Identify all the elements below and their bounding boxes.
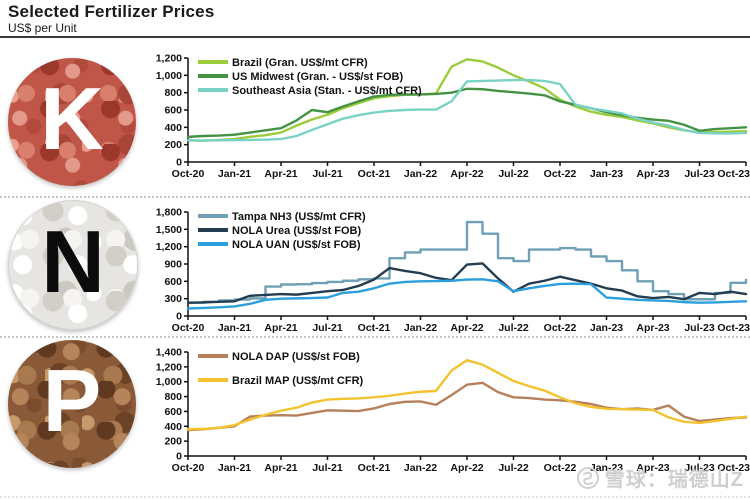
row-separator: [0, 196, 750, 198]
nitrogen-price-chart: 0 300 600 900 1,200 1,500 1,800 Oct-20 Jan-21 Apr…: [156, 207, 750, 335]
svg-text:Jan-21: Jan-21: [218, 322, 251, 334]
svg-text:Jul-23: Jul-23: [684, 462, 715, 474]
svg-text:600: 600: [164, 105, 182, 117]
svg-text:1,000: 1,000: [156, 70, 182, 82]
svg-text:Oct-22: Oct-22: [544, 462, 577, 474]
svg-text:Apr-23: Apr-23: [636, 168, 669, 180]
svg-text:900: 900: [164, 259, 182, 271]
svg-text:Tampa NH3 (US$/mt CFR): Tampa NH3 (US$/mt CFR): [232, 211, 366, 223]
page-title: Selected Fertilizer Prices: [8, 2, 215, 21]
watermark-text: 雪球：瑞德山Z: [604, 469, 744, 491]
svg-text:Oct-21: Oct-21: [358, 322, 391, 334]
nutrient-letter-k: K: [40, 69, 104, 168]
svg-text:Apr-21: Apr-21: [264, 168, 297, 180]
svg-text:Oct-21: Oct-21: [358, 462, 391, 474]
svg-text:Southeast Asia (Stan. - US$/mt: Southeast Asia (Stan. - US$/mt CFR): [232, 85, 422, 97]
svg-text:400: 400: [164, 421, 182, 433]
svg-text:200: 200: [164, 139, 182, 151]
svg-text:Oct-23: Oct-23: [717, 168, 750, 180]
nutrient-letter-n: N: [41, 212, 105, 311]
svg-text:Oct-22: Oct-22: [544, 322, 577, 334]
potash-price-chart: 0 200 400 600 800 1,000 1,200 Oct-20 Jan-21 Apr-2…: [156, 53, 750, 181]
svg-text:Apr-22: Apr-22: [450, 462, 483, 474]
svg-text:200: 200: [164, 436, 182, 448]
svg-text:600: 600: [164, 276, 182, 288]
svg-text:Apr-21: Apr-21: [264, 322, 297, 334]
svg-text:Oct-20: Oct-20: [172, 168, 205, 180]
svg-text:1,800: 1,800: [156, 207, 182, 219]
svg-text:1,500: 1,500: [156, 224, 182, 236]
svg-text:NOLA UAN (US$/st FOB): NOLA UAN (US$/st FOB): [232, 239, 361, 251]
svg-text:Brazil (Gran. US$/mt CFR): Brazil (Gran. US$/mt CFR): [232, 57, 368, 69]
svg-text:Apr-21: Apr-21: [264, 462, 297, 474]
svg-text:Jul-21: Jul-21: [312, 168, 343, 180]
svg-text:800: 800: [164, 87, 182, 99]
svg-text:1,200: 1,200: [156, 361, 182, 373]
svg-text:0: 0: [176, 311, 182, 323]
svg-text:Jul-23: Jul-23: [684, 322, 715, 334]
svg-text:400: 400: [164, 122, 182, 134]
svg-text:1,400: 1,400: [156, 347, 182, 359]
svg-text:Oct-23: Oct-23: [717, 322, 750, 334]
svg-text:Oct-20: Oct-20: [172, 322, 205, 334]
svg-text:Jul-21: Jul-21: [312, 462, 343, 474]
svg-text:Jul-21: Jul-21: [312, 322, 343, 334]
svg-text:Jan-23: Jan-23: [590, 168, 623, 180]
svg-text:Oct-21: Oct-21: [358, 168, 391, 180]
page-subtitle: US$ per Unit: [8, 21, 77, 35]
svg-text:Apr-22: Apr-22: [450, 168, 483, 180]
svg-text:Jan-22: Jan-22: [404, 462, 437, 474]
svg-text:Brazil MAP (US$/mt CFR): Brazil MAP (US$/mt CFR): [232, 375, 364, 387]
watermark: 雪球：瑞德山Z: [576, 463, 744, 492]
xueqiu-logo-icon: [576, 466, 599, 489]
svg-text:Apr-23: Apr-23: [636, 322, 669, 334]
urea-prills-badge: N: [8, 200, 138, 330]
svg-text:Oct-22: Oct-22: [544, 168, 577, 180]
bottom-separator: [0, 496, 750, 498]
svg-text:1,200: 1,200: [156, 53, 182, 65]
svg-text:US Midwest (Gran. - US$/st FOB: US Midwest (Gran. - US$/st FOB): [232, 71, 403, 83]
phosphate-price-chart: 0 200 400 600 800 1,000 1,200 1,400 Oct-20 Jan-21…: [156, 347, 750, 475]
svg-text:Jan-21: Jan-21: [218, 462, 251, 474]
svg-text:Apr-22: Apr-22: [450, 322, 483, 334]
svg-text:NOLA Urea (US$/st FOB): NOLA Urea (US$/st FOB): [232, 225, 362, 237]
potash-granules-badge: K: [8, 58, 136, 186]
nutrient-letter-p: P: [42, 351, 102, 450]
svg-text:Jul-22: Jul-22: [498, 462, 529, 474]
row-separator: [0, 336, 750, 338]
svg-text:Jan-22: Jan-22: [404, 322, 437, 334]
header-divider: [0, 36, 750, 38]
svg-text:Jul-22: Jul-22: [498, 322, 529, 334]
svg-text:Jul-23: Jul-23: [684, 168, 715, 180]
svg-text:1,000: 1,000: [156, 376, 182, 388]
svg-text:1,200: 1,200: [156, 241, 182, 253]
svg-text:300: 300: [164, 293, 182, 305]
svg-text:Apr-23: Apr-23: [636, 462, 669, 474]
svg-text:Jan-23: Jan-23: [590, 322, 623, 334]
svg-text:0: 0: [176, 157, 182, 169]
svg-text:800: 800: [164, 391, 182, 403]
svg-text:Oct-23: Oct-23: [717, 462, 750, 474]
svg-text:Jan-22: Jan-22: [404, 168, 437, 180]
svg-text:Oct-20: Oct-20: [172, 462, 205, 474]
svg-text:Jul-22: Jul-22: [498, 168, 529, 180]
svg-text:600: 600: [164, 406, 182, 418]
svg-text:Jan-23: Jan-23: [590, 462, 623, 474]
svg-text:0: 0: [176, 451, 182, 463]
svg-text:NOLA DAP (US$/st FOB): NOLA DAP (US$/st FOB): [232, 351, 360, 363]
svg-text:Jan-21: Jan-21: [218, 168, 251, 180]
phosphate-granules-badge: P: [8, 340, 136, 468]
